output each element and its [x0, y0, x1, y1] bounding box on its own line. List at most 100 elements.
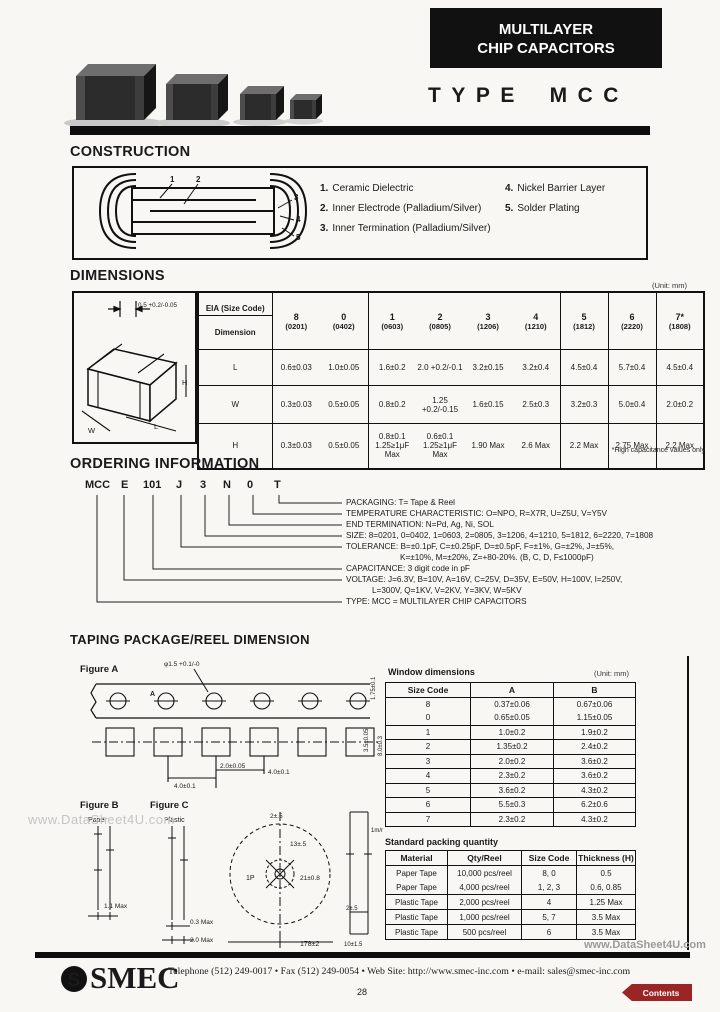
- packing-cell: Plastic Tape: [385, 924, 448, 940]
- code-part-packaging: T: [274, 479, 281, 491]
- chip-dimension-diagram: 0.5 +0.2/-0.05 H L W: [81, 301, 187, 435]
- code-part-capacitance: 101: [143, 479, 162, 491]
- row-label: W: [197, 385, 273, 424]
- footer-bar: [35, 952, 690, 958]
- packing-cell: 6: [521, 924, 577, 940]
- window-cell: 2.4±0.2: [553, 739, 636, 755]
- packing-header: Thickness (H): [576, 850, 636, 866]
- dimensions-table: EIA (Size Code) Dimension 8 (0201) 0 (0402…: [197, 291, 705, 470]
- product-banner: MULTILAYER CHIP CAPACITORS: [430, 8, 662, 68]
- window-cell: 2.3±0.2: [470, 811, 554, 827]
- ordering-line-temperature: TEMPERATURE CHARACTERISTIC: O=NPO, R=X7R…: [346, 509, 607, 518]
- ordering-line-voltage: VOLTAGE: J=6.3V, B=10V, A=16V, C=25V, D=…: [346, 575, 623, 584]
- window-cell: 6: [385, 797, 471, 813]
- pitch-dim-3: 2.0±0.05: [220, 763, 246, 770]
- window-cell: 0.37±0.06: [470, 696, 554, 711]
- window-cell: 3.6±0.2: [470, 782, 554, 798]
- window-cell: 5.5±0.3: [470, 797, 554, 813]
- legend-text: Ceramic Dielectric: [332, 183, 414, 194]
- divider-rule: [70, 126, 650, 135]
- packing-cell: Paper Tape: [385, 865, 448, 880]
- window-cell: 3.6±0.2: [553, 753, 636, 769]
- w-label: W: [88, 426, 96, 435]
- dim-cell: 2.2 Max: [559, 423, 609, 469]
- reel-figure-diagram: Figure B Figure C Paper Plastic 1.1 Max …: [80, 800, 383, 948]
- legend-num: 1.: [320, 183, 329, 194]
- tape-figure-a-diagram: Figure A φ1.5 +0.1/-0 A 4.0±0.1 4.0±0.1 …: [80, 661, 383, 790]
- packing-cell: 3.5 Max: [576, 924, 636, 940]
- ordering-connector-lines: [96, 495, 342, 603]
- col-header: 1 (0603): [367, 291, 416, 350]
- packing-cell: 4,000 pcs/reel: [447, 880, 522, 895]
- figure-a-title: Figure A: [80, 664, 118, 675]
- row-label: L: [197, 349, 273, 386]
- page-number: 28: [356, 987, 367, 997]
- hub-dim-2: 21±0.8: [300, 875, 320, 882]
- hole-dim-label: φ1.5 +0.1/-0: [164, 661, 200, 668]
- window-cell: 1.15±0.05: [553, 711, 636, 726]
- legend-item-3: 3. Inner Termination (Palladium/Silver): [320, 223, 491, 234]
- dim-cell: 3.2±0.4: [512, 349, 561, 386]
- ordering-line-capacitance: CAPACITANCE: 3 digit code in pF: [346, 564, 470, 573]
- dim-cell: 0.5±0.05: [320, 423, 369, 469]
- window-cell: 1.0±0.2: [470, 724, 554, 740]
- legend-item-2: 2. Inner Electrode (Palladium/Silver): [320, 203, 481, 214]
- window-cell: 1.35±0.2: [470, 739, 554, 755]
- window-cell: 8: [385, 696, 471, 711]
- paper-dim: 1.1 Max: [104, 903, 128, 910]
- legend-text: Inner Termination (Palladium/Silver): [332, 223, 491, 234]
- construction-heading: CONSTRUCTION: [70, 144, 191, 160]
- window-header: B: [553, 682, 636, 698]
- reel-top-dim: 2±.5: [270, 813, 283, 820]
- window-cell: 0: [385, 711, 471, 726]
- packing-cell: Plastic Tape: [385, 894, 448, 910]
- legend-num: 3.: [320, 223, 329, 234]
- packing-cell: 500 pcs/reel: [447, 924, 522, 940]
- packing-header: Material: [385, 850, 448, 866]
- code-part-temp: 0: [247, 479, 254, 491]
- callout-1: 1: [170, 175, 175, 184]
- packing-cell: 10,000 pcs/reel: [447, 865, 522, 880]
- taping-heading: TAPING PACKAGE/REEL DIMENSION: [70, 632, 310, 647]
- dimensions-heading: DIMENSIONS: [70, 268, 165, 284]
- type-title: TYPE MCC: [428, 84, 629, 107]
- smec-logo-text: SMEC: [90, 960, 180, 995]
- window-header: A: [470, 682, 554, 698]
- dim-cell: 0.8±0.1 1.25≥1μF Max: [367, 423, 416, 469]
- legend-text: Solder Plating: [517, 203, 580, 214]
- dim-cell: 2.0±0.2: [655, 385, 705, 424]
- col-header: 6 (2220): [607, 291, 657, 350]
- window-cell: 4.3±0.2: [553, 782, 636, 798]
- dim-cell: 2.0 +0.2/-0.1: [416, 349, 464, 386]
- dim-cell: 1.6±0.2: [367, 349, 416, 386]
- mid-dim: 3.5±0.05: [364, 728, 370, 752]
- code-part-type: MCC: [85, 479, 111, 491]
- hub-dim-1: 13±.5: [290, 841, 307, 848]
- packing-cell: 5, 7: [521, 909, 577, 925]
- a-mark-label: A: [150, 691, 155, 698]
- plastic-dim-1: 0.3 Max: [190, 919, 214, 926]
- dim-cell: 0.6±0.03: [271, 349, 320, 386]
- dim-cell: 2.5±0.3: [512, 385, 561, 424]
- dim-cell: 1.90 Max: [464, 423, 512, 469]
- code-part-voltage: E: [121, 479, 129, 491]
- window-cell: 7: [385, 811, 471, 827]
- dim-cell: 0.6±0.1 1.25≥1μF Max: [416, 423, 464, 469]
- legend-text: Nickel Barrier Layer: [517, 183, 606, 194]
- ordering-line-size: SIZE: 8=0201, 0=0402, 1=0603, 2=0805, 3=…: [346, 531, 654, 540]
- packing-cell: 1, 2, 3: [521, 880, 577, 895]
- smec-logo: S SMEC: [58, 960, 180, 996]
- window-cell: 1.9±0.2: [553, 724, 636, 740]
- window-cell: 4.3±0.2: [553, 811, 636, 827]
- packing-cell: Plastic Tape: [385, 909, 448, 925]
- packing-quantity-table: Material Qty/Reel Size Code Thickness (H…: [385, 850, 636, 940]
- table-corner: EIA (Size Code) Dimension: [197, 291, 273, 350]
- window-cell: 6.2±0.6: [553, 797, 636, 813]
- dim-cell: 1.6±0.15: [464, 385, 512, 424]
- window-cell: 0.65±0.05: [470, 711, 554, 726]
- window-unit-note: (Unit: mm): [594, 669, 629, 678]
- plastic-label: Plastic: [164, 817, 185, 824]
- contents-button[interactable]: Contents: [622, 984, 692, 1001]
- dimensions-footnote: *High capacitance values only: [611, 447, 705, 454]
- dim-cell: 4.5±0.4: [655, 349, 705, 386]
